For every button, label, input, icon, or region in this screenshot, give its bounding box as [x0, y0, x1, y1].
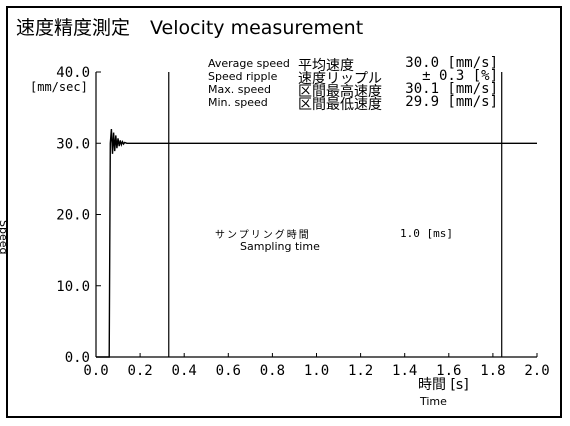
- speed-series-line: [96, 128, 537, 358]
- x-tick-label: 1.2: [348, 363, 373, 379]
- y-tick-label: 20.0: [56, 208, 90, 224]
- stat-label-en: Average speed: [208, 57, 290, 70]
- stat-label-ja: 速度リップル: [298, 71, 382, 87]
- y-tick-label: 30.0: [56, 136, 90, 152]
- stat-label-ja: 区間最低速度: [298, 97, 382, 113]
- sampling-label-ja: サンプリング時間: [215, 230, 311, 241]
- stat-label-ja: 区間最高速度: [298, 84, 382, 100]
- x-tick-label: 0.8: [260, 363, 285, 379]
- y-tick-label: 40.0: [56, 65, 90, 81]
- y-tick-label: 0.0: [65, 350, 90, 366]
- title-en: Velocity measurement: [150, 17, 364, 39]
- x-tick-label: 0.4: [172, 363, 197, 379]
- y-tick-label: 10.0: [56, 279, 90, 295]
- page-title: 速度精度測定 Velocity measurement: [16, 13, 363, 40]
- stat-value: 30.0 [mm/s]: [405, 55, 498, 71]
- chart-frame: [6, 6, 562, 418]
- x-tick-label: 2.0: [524, 363, 549, 379]
- x-axis-label-ja: 時間 [s]: [418, 377, 469, 393]
- sampling-label-en: Sampling time: [240, 240, 320, 253]
- x-axis-label: Time: [420, 395, 447, 408]
- x-tick-label: 1.0: [304, 363, 329, 379]
- x-tick-label: 1.6: [436, 363, 461, 379]
- stat-label-en: Min. speed: [208, 96, 268, 109]
- x-tick-label: 0.6: [216, 363, 241, 379]
- y-axis-unit: [mm/sec]: [30, 80, 88, 94]
- stat-value: 29.9 [mm/s]: [405, 94, 498, 110]
- sampling-value: 1.0 [ms]: [400, 227, 453, 240]
- x-tick-label: 1.4: [392, 363, 417, 379]
- stat-label-ja: 平均速度: [298, 58, 354, 74]
- x-tick-label: 1.8: [480, 363, 505, 379]
- x-tick-label: 0.2: [127, 363, 152, 379]
- title-ja: 速度精度測定: [16, 17, 131, 39]
- x-tick-label: 0.0: [83, 363, 108, 379]
- stat-label-en: Speed ripple: [208, 70, 278, 83]
- stat-value: 30.1 [mm/s]: [405, 81, 498, 97]
- stat-value: ± 0.3 [%]: [422, 68, 498, 84]
- stat-label-en: Max. speed: [208, 83, 271, 96]
